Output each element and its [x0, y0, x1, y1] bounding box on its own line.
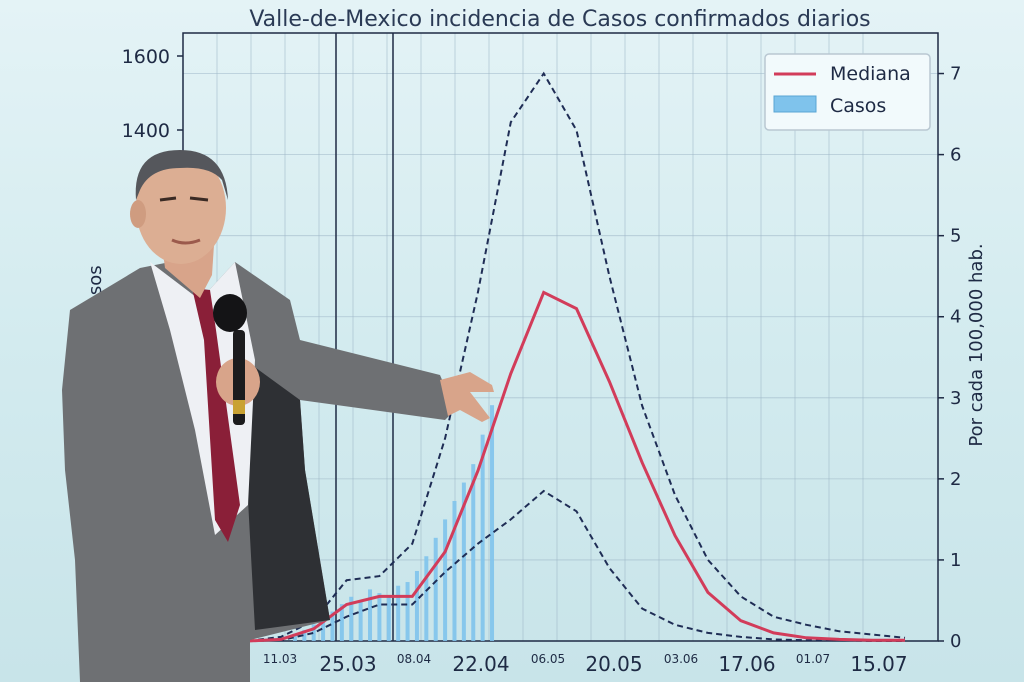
- casos-bar: [414, 570, 419, 641]
- casos-bar: [358, 600, 363, 641]
- presenter-ear: [130, 200, 146, 228]
- legend-mediana-label: Mediana: [830, 63, 911, 85]
- legend-casos-swatch: [773, 95, 817, 113]
- right-tick-label: 7: [950, 64, 961, 85]
- casos-bar: [452, 500, 457, 641]
- casos-bar: [321, 618, 326, 641]
- x-tick-major-label: 15.07: [850, 652, 907, 676]
- presenter-jacket-shadow: [245, 360, 330, 630]
- casos-bar: [330, 611, 335, 641]
- band-upper-line: [247, 71, 906, 642]
- x-axis-ticks: 25.03 22.04 20.05 17.06 15.07 11.03 08.04 06.05…: [263, 652, 908, 676]
- casos-bar: [386, 596, 391, 641]
- presenter-hair: [135, 150, 228, 200]
- casos-bar: [405, 582, 410, 641]
- casos-bar: [461, 482, 466, 641]
- casos-bar: [302, 629, 307, 641]
- casos-bar: [349, 596, 354, 641]
- x-tick-minor-label: 08.04: [397, 652, 431, 666]
- casos-bar: [471, 464, 476, 641]
- right-tick-label: 3: [950, 388, 961, 409]
- casos-bar: [396, 585, 401, 641]
- right-axis-label: Por cada 100,000 hab.: [966, 243, 987, 446]
- casos-bar: [339, 604, 344, 641]
- right-tick-label: 2: [950, 469, 961, 490]
- casos-bar: [292, 633, 297, 641]
- x-tick-minor-label: 06.05: [531, 652, 565, 666]
- x-tick-major-label: 20.05: [585, 652, 642, 676]
- right-tick-label: 1: [950, 550, 961, 571]
- left-tick-label: 1400: [122, 120, 170, 142]
- casos-bar: [480, 434, 485, 641]
- legend-casos-label: Casos: [830, 95, 886, 117]
- chart-title: Valle-de-Mexico incidencia de Casos conf…: [249, 7, 870, 32]
- x-tick-minor-label: 01.07: [796, 652, 830, 666]
- presenter-head: [136, 152, 226, 264]
- right-tick-label: 4: [950, 307, 961, 328]
- microphone-band: [233, 400, 245, 414]
- casos-bar: [311, 624, 316, 641]
- presenter-mouth: [171, 238, 201, 245]
- casos-bars: [292, 405, 495, 641]
- presenter-figure: [62, 150, 494, 682]
- left-tick-label: 1600: [122, 46, 170, 68]
- right-tick-label: 6: [950, 145, 961, 166]
- right-tick-label: 0: [950, 631, 961, 652]
- x-tick-minor-label: 03.06: [664, 652, 698, 666]
- right-axis-ticks: 7 6 5 4 3 2 1 0: [938, 64, 961, 652]
- microphone-head: [213, 294, 247, 332]
- mediana-line: [247, 290, 905, 643]
- casos-bar: [443, 519, 448, 641]
- presenter-tie: [192, 288, 240, 542]
- presenter-eyes: [159, 196, 209, 202]
- casos-bar: [424, 556, 429, 641]
- x-tick-major-label: 17.06: [718, 652, 775, 676]
- casos-bar: [490, 405, 495, 641]
- right-tick-label: 5: [950, 226, 961, 247]
- x-tick-major-label: 22.04: [452, 652, 509, 676]
- chart-legend: Mediana Casos: [764, 53, 931, 131]
- casos-bar: [377, 593, 382, 641]
- x-tick-minor-label: 11.03: [263, 652, 297, 666]
- x-tick-major-label: 25.03: [319, 652, 376, 676]
- casos-bar: [368, 589, 373, 641]
- casos-bar: [433, 537, 438, 641]
- presenter-pointing-hand: [440, 372, 494, 422]
- band-lower-line: [247, 489, 905, 642]
